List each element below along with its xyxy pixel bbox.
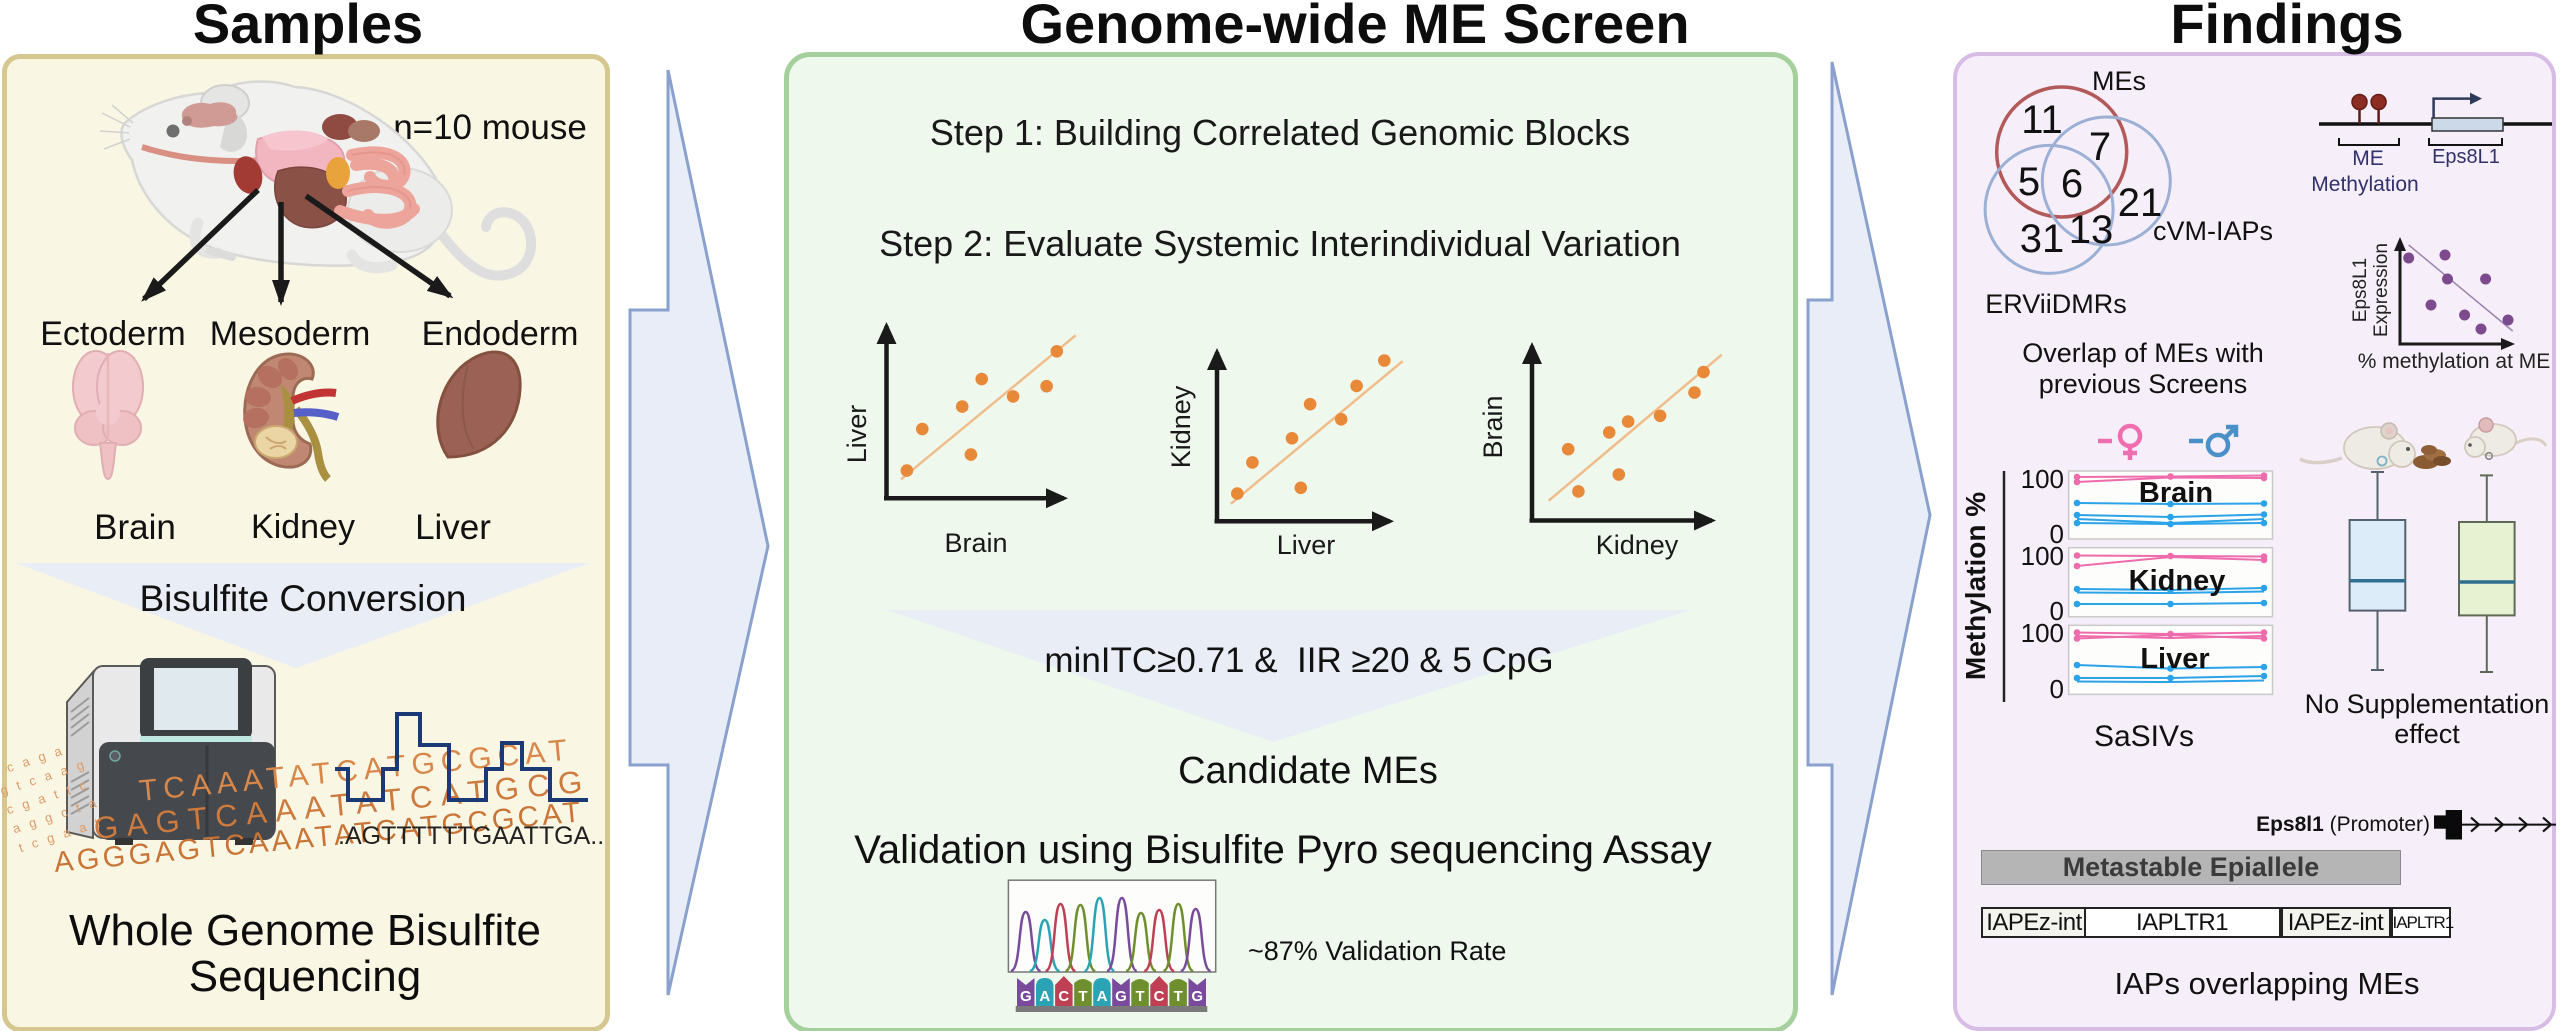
svg-text:Liver: Liver (2140, 643, 2209, 675)
svg-text:G: G (1115, 988, 1127, 1005)
svg-text:T: T (1078, 988, 1087, 1005)
svg-text:100: 100 (2021, 541, 2064, 571)
svg-text:Brain: Brain (1478, 395, 1508, 458)
svg-text:Liver: Liver (1277, 530, 1336, 560)
svg-text:G: G (1020, 988, 1032, 1005)
svg-text:ME: ME (2352, 147, 2384, 170)
svg-text:31: 31 (2020, 217, 2065, 261)
svg-text:Brain: Brain (2139, 477, 2213, 509)
svg-text:Expression: Expression (2371, 243, 2392, 337)
svg-text:Methylation: Methylation (2311, 173, 2418, 196)
svg-text:21: 21 (2118, 181, 2163, 225)
svg-text:100: 100 (2021, 464, 2064, 494)
svg-text:ERViiDMRs: ERViiDMRs (1985, 289, 2127, 319)
svg-text:C: C (1154, 988, 1165, 1005)
svg-text:T: T (1136, 988, 1145, 1005)
svg-text:0: 0 (2050, 519, 2064, 549)
svg-text:C: C (1058, 988, 1069, 1005)
svg-text:0: 0 (2050, 596, 2064, 626)
svg-text:100: 100 (2021, 618, 2064, 648)
svg-text:% methylation at ME: % methylation at ME (2358, 350, 2551, 373)
svg-text:7: 7 (2089, 125, 2111, 169)
svg-text:A: A (1097, 988, 1108, 1005)
svg-text:Eps8L1: Eps8L1 (2432, 146, 2500, 168)
svg-text:13: 13 (2069, 208, 2114, 252)
svg-text:T: T (1174, 988, 1183, 1005)
svg-text:Methylation %: Methylation % (1960, 492, 1991, 680)
svg-text:Liver: Liver (842, 405, 872, 464)
svg-text:Kidney: Kidney (2129, 565, 2226, 597)
svg-text:A: A (1039, 988, 1050, 1005)
svg-text:0: 0 (2050, 674, 2064, 704)
svg-text:6: 6 (2061, 162, 2083, 206)
svg-text:Brain: Brain (944, 528, 1007, 558)
svg-text:MEs: MEs (2092, 66, 2146, 96)
svg-text:5: 5 (2018, 160, 2040, 204)
svg-text:cVM-IAPs: cVM-IAPs (2153, 216, 2273, 246)
svg-text:G: G (1191, 988, 1203, 1005)
svg-text:Kidney: Kidney (1166, 385, 1196, 468)
svg-text:Eps8L1: Eps8L1 (2350, 258, 2371, 322)
svg-text:11: 11 (2021, 98, 2063, 142)
svg-text:Kidney: Kidney (1596, 530, 1679, 560)
